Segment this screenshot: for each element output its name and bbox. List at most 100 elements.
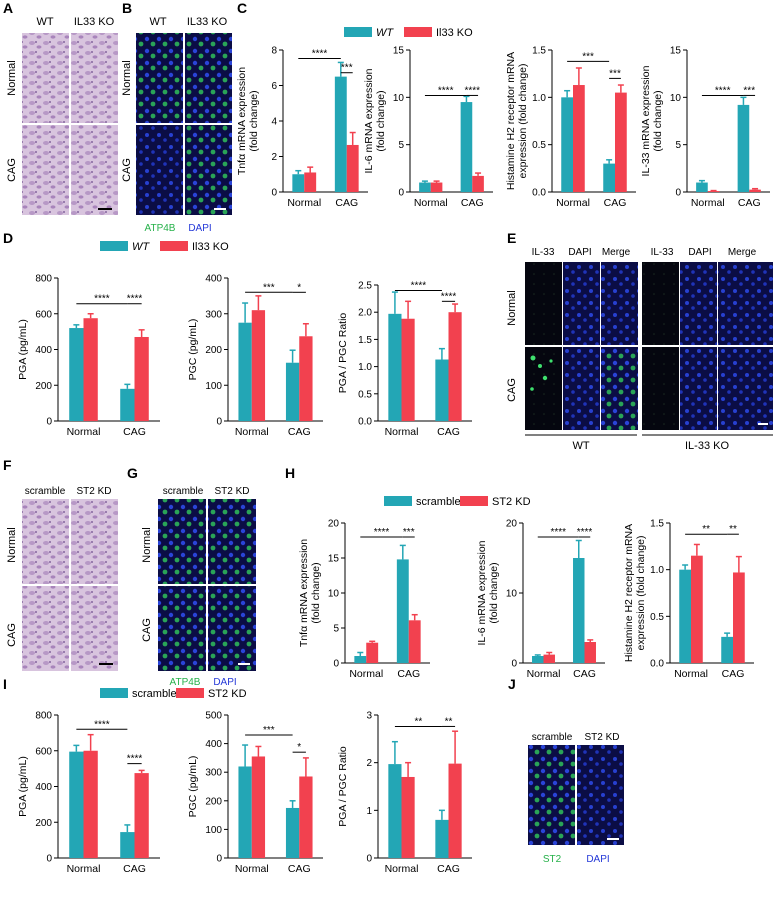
y-tick-label: 200: [35, 818, 52, 829]
significance-label: ****: [312, 49, 328, 60]
panel-j-col-st2kd: ST2 KD: [584, 732, 619, 743]
legend-swatch-ko: [160, 241, 188, 251]
bar: [749, 189, 761, 192]
legend-atp4b: ATP4B: [170, 677, 201, 688]
bar: [419, 182, 431, 192]
y-tick-label: 10: [506, 589, 518, 600]
y-tick-label: 0: [398, 188, 404, 199]
legend-st2: ST2: [543, 854, 562, 865]
panel-b-col-wt: WT: [149, 16, 166, 28]
bar: [408, 620, 421, 663]
x-tick-label: CAG: [123, 426, 146, 438]
x-tick-label: CAG: [123, 863, 146, 875]
x-tick-label: Normal: [235, 863, 269, 875]
significance-label: *: [297, 742, 301, 753]
y-axis-label: PGC (pg/mL): [187, 756, 199, 818]
if-image-scramble-cag: [158, 586, 206, 671]
bar: [285, 362, 300, 421]
y-axis-label: PGC (pg/mL): [187, 319, 199, 381]
bar: [354, 656, 367, 663]
panel-letter-g: G: [127, 465, 138, 481]
if-merge-wt-cag: [601, 347, 638, 430]
panel-e-col-3: Merge: [602, 247, 631, 258]
legend-label-wt: WT: [132, 241, 150, 253]
he-image-st2kd-normal: [71, 499, 118, 584]
bar: [472, 175, 484, 192]
panel-letter-b: B: [122, 0, 132, 16]
significance-label: ****: [94, 294, 110, 305]
legend-label-scramble: scramble: [416, 496, 461, 508]
group-label-wt: WT: [572, 440, 589, 452]
panel-e-row-cag: CAG: [506, 378, 518, 402]
y-tick-label: 100: [205, 825, 222, 836]
y-tick-label: 100: [205, 381, 222, 392]
chart-i-pga: 0 200 400 600 800 PGA (pg/mL) Normal CAG **** ***…: [17, 711, 160, 875]
panel-e-col-1: IL-33: [532, 247, 555, 258]
y-tick-label: 20: [506, 519, 518, 530]
significance-label: ***: [743, 85, 755, 96]
y-tick-label: 0.0: [532, 188, 546, 199]
y-axis-label: PGA (pg/mL): [17, 319, 29, 380]
y-tick-label: 1.0: [532, 93, 546, 104]
y-tick-label: 400: [205, 739, 222, 750]
y-tick-label: 1.5: [532, 46, 546, 57]
y-tick-label: 2: [271, 152, 277, 163]
legend-label-scramble: scramble: [132, 688, 177, 700]
bar: [134, 773, 149, 858]
panel-b-row-cag: CAG: [121, 158, 133, 182]
significance-label: ****: [127, 754, 143, 765]
legend-swatch-st2kd: [176, 688, 204, 698]
panel-e-col-6: Merge: [728, 247, 757, 258]
panel-f-row-cag: CAG: [6, 623, 18, 647]
y-tick-label: 400: [205, 274, 222, 285]
x-tick-label: CAG: [722, 668, 745, 680]
legend-dapi: DAPI: [213, 677, 236, 688]
panel-g-micrographs: scramble ST2 KD Normal CAG ATP4B DAPI: [141, 486, 256, 688]
y-tick-label: 300: [205, 768, 222, 779]
scale-bar: [758, 423, 768, 425]
bar: [292, 174, 305, 192]
group-label-ko: IL-33 KO: [685, 440, 729, 452]
significance-label: ****: [577, 527, 593, 538]
y-axis-label: IL-6 mRNA expression(fold change): [363, 68, 387, 173]
bar: [401, 776, 415, 858]
x-tick-label: Normal: [691, 197, 725, 209]
y-tick-label: 600: [35, 309, 52, 320]
panel-letter-e: E: [507, 230, 516, 246]
panel-letter-a: A: [3, 0, 13, 16]
he-image-scramble-normal: [22, 499, 69, 584]
if-image-scramble: [528, 745, 575, 845]
y-axis-label: Tnfα mRNA expression(fold change): [298, 539, 322, 647]
x-tick-label: Normal: [385, 863, 419, 875]
legend-c: WT Il33 KO: [344, 27, 473, 39]
chart-c-il6: 0 5 10 15 IL-6 mRNA expression(fold change) N…: [363, 46, 493, 209]
y-tick-label: 3: [366, 711, 372, 722]
panel-letter-d: D: [3, 230, 13, 246]
if-image-st2kd-normal: [208, 499, 256, 584]
bar: [691, 555, 703, 663]
bar: [679, 569, 691, 663]
bar: [304, 172, 317, 192]
bar: [448, 763, 462, 858]
if-image-wt-cag: [136, 125, 183, 215]
significance-label: ****: [94, 719, 110, 730]
y-tick-label: 0.0: [358, 417, 372, 428]
x-tick-label: CAG: [604, 197, 627, 209]
bar: [299, 336, 313, 421]
panel-e-micrographs: IL-33 DAPI Merge IL-33 DAPI Merge Normal…: [506, 247, 773, 452]
y-tick-label: 0.5: [358, 389, 372, 400]
bar: [120, 388, 135, 421]
bar: [120, 832, 135, 858]
y-axis-label: Histamine H2 receptor mRNAexpression (fo…: [623, 524, 647, 662]
y-tick-label: 400: [35, 782, 52, 793]
y-tick-label: 10: [393, 93, 405, 104]
panel-e-col-4: IL-33: [651, 247, 674, 258]
significance-label: ***: [582, 51, 594, 62]
significance-label: ***: [403, 527, 415, 538]
chart-i-ratio: 0 1 2 3 PGA / PGC Ratio Normal CAG ** **: [337, 711, 472, 875]
bar: [299, 776, 313, 858]
y-tick-label: 800: [35, 711, 52, 722]
y-tick-label: 200: [35, 381, 52, 392]
legend-swatch-ko: [404, 27, 432, 37]
x-tick-label: CAG: [738, 197, 761, 209]
